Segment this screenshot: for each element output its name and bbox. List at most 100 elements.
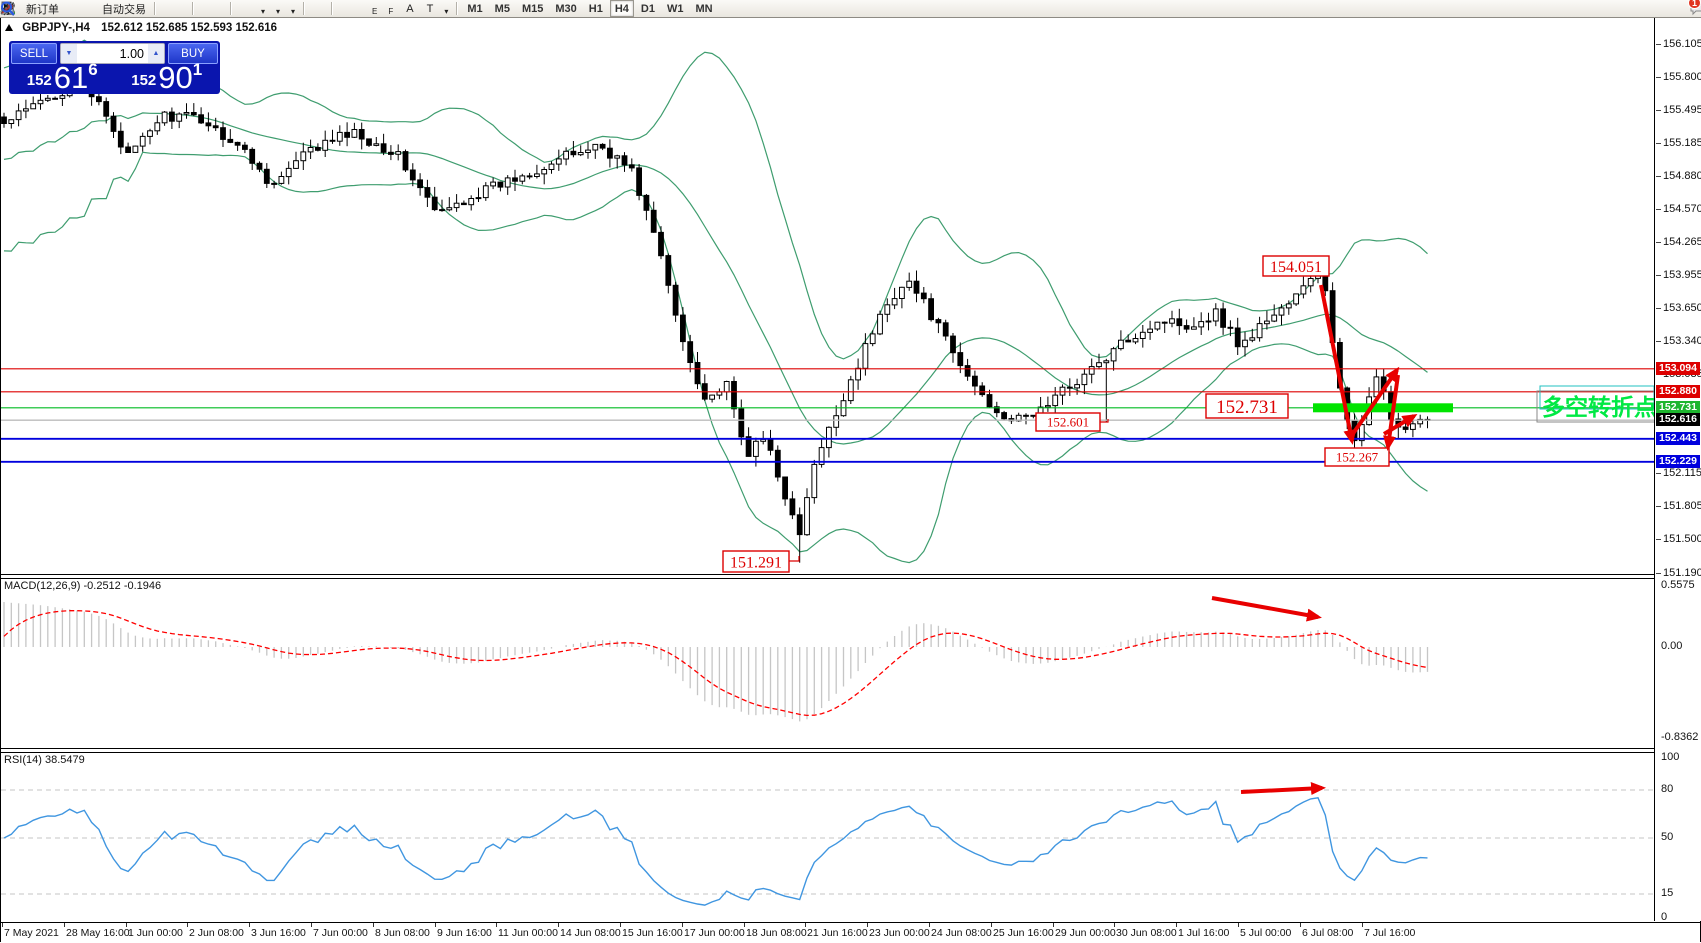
buy-button[interactable]: BUY — [168, 43, 218, 64]
bar-chart-button[interactable] — [1, 0, 168, 17]
date-label: 7 May 2021 — [4, 927, 59, 939]
trendline-button[interactable] — [0, 0, 365, 17]
channel-button[interactable]: E — [0, 0, 381, 17]
time-tick — [805, 923, 806, 927]
community-button[interactable] — [1, 0, 83, 17]
price-axis[interactable]: 156.105 155.800 155.495 155.185 154.880 154.5… — [1654, 18, 1701, 923]
autotrade-button[interactable]: 自动交易 — [1, 0, 150, 17]
price-callout[interactable]: 154.051 — [1262, 255, 1330, 277]
candle-chart-button[interactable] — [2, 0, 178, 17]
buy-price[interactable]: 152 90 1 — [116, 60, 219, 93]
date-label: 21 Jun 16:00 — [807, 927, 868, 939]
period-button[interactable]: ▾ — [1, 0, 284, 17]
macd-arrow[interactable] — [1211, 596, 1322, 622]
date-label: 24 Jun 08:00 — [931, 927, 992, 939]
date-label: 3 Jun 16:00 — [251, 927, 306, 939]
price-callout[interactable]: 152.601 — [1035, 412, 1109, 432]
volume-down-icon[interactable]: ▼ — [61, 44, 77, 63]
date-label: 18 Jun 08:00 — [746, 927, 807, 939]
volume-stepper[interactable]: ▼ 1.00 ▲ — [60, 43, 165, 64]
price-callout[interactable]: 151.291 — [722, 550, 800, 573]
template-button[interactable]: ▾ — [1, 0, 299, 17]
line-chart-button[interactable] — [0, 0, 188, 17]
sell-price[interactable]: 152 61 6 — [11, 60, 114, 93]
timeframe-m30-button[interactable]: M30 — [555, 2, 577, 15]
timeframe-m1-button[interactable]: M1 — [467, 2, 483, 15]
rsi-arrow[interactable] — [1240, 782, 1326, 796]
toolbar-separator — [303, 2, 306, 15]
arrows-button[interactable]: ▾ — [1, 0, 452, 17]
timeframe-h1-button[interactable]: H1 — [588, 2, 603, 15]
time-tick — [64, 923, 65, 927]
pane-separator[interactable] — [1, 574, 1654, 579]
price-tick-label: 154.880 — [1656, 170, 1701, 182]
date-label: 28 May 16:00 — [66, 927, 130, 939]
volume-up-icon[interactable]: ▲ — [148, 44, 164, 63]
ohlc-quote-label: 152.612 152.685 152.593 152.616 — [101, 22, 278, 34]
zoom-in-button[interactable] — [1, 0, 206, 17]
autotrade-button-label: 自动交易 — [102, 3, 146, 16]
fibo-button[interactable]: F — [1, 0, 397, 17]
timeframe-mn-button[interactable]: MN — [695, 2, 713, 15]
svg-text:多空转折点: 多空转折点 — [1542, 394, 1654, 420]
timeframe-m5-button[interactable]: M5 — [494, 2, 510, 15]
date-label: 25 Jun 16:00 — [993, 927, 1054, 939]
macd-pane[interactable] — [1, 577, 1654, 748]
time-tick — [991, 923, 992, 927]
turning-point-note[interactable]: 多空转折点 — [1536, 385, 1654, 423]
sell-button[interactable]: SELL — [11, 43, 57, 64]
template-button-caret-icon: ▾ — [291, 6, 296, 16]
label-button[interactable]: T — [1, 0, 438, 17]
main-chart[interactable]: 154.051 152.731 152.601 152.267 151.291 多空转折点 — [1, 18, 1654, 574]
volume-input[interactable]: 1.00 — [119, 46, 144, 61]
time-axis[interactable]: 7 May 2021 28 May 16:00 1 Jun 00:00 2 Jun 0… — [1, 922, 1700, 943]
toolbar-separator — [192, 2, 194, 15]
track-chart-button[interactable] — [1, 0, 254, 17]
price-tick-label: 151.190 — [1656, 567, 1701, 579]
price-callout[interactable]: 152.731 — [1205, 393, 1289, 419]
time-tick — [311, 923, 312, 927]
community-chat-button[interactable]: 1 — [1687, 0, 1701, 17]
time-tick — [929, 923, 930, 927]
hline-button[interactable] — [1, 0, 355, 17]
price-level-tag: 153.094 — [1656, 362, 1700, 375]
text-button-label: A — [406, 2, 414, 15]
vline-button[interactable] — [6, 0, 345, 17]
tile-windows-button[interactable] — [2, 0, 226, 17]
search-button[interactable] — [1, 0, 1686, 17]
cursor-button[interactable] — [4, 0, 317, 17]
time-tick — [558, 923, 559, 927]
new-order-button[interactable]: 新订单 — [1, 0, 63, 17]
price-tick-label: 153.340 — [1656, 335, 1701, 347]
auto-arrange-button[interactable] — [1, 0, 244, 17]
timeframe-w1-button[interactable]: W1 — [666, 2, 684, 15]
support-zone-bar[interactable] — [1313, 403, 1453, 413]
label-button-label: T — [426, 2, 434, 15]
pane-separator[interactable] — [1, 748, 1654, 753]
date-label: 17 Jun 00:00 — [684, 927, 745, 939]
trend-arrows[interactable] — [1319, 284, 1418, 451]
styler-button[interactable] — [2, 0, 73, 17]
signals-button[interactable] — [2, 0, 93, 17]
time-tick — [682, 923, 683, 927]
rsi-axis-label: 80 — [1661, 783, 1674, 795]
price-callout[interactable]: 152.267 — [1324, 447, 1390, 467]
period-button-caret-icon: ▾ — [276, 6, 281, 16]
crosshair-button[interactable] — [1, 0, 327, 17]
price-level-tag: 152.731 — [1656, 401, 1700, 414]
date-label: 15 Jun 16:00 — [622, 927, 683, 939]
timeframe-d1-button[interactable]: D1 — [640, 2, 655, 15]
rsi-pane[interactable] — [1, 751, 1654, 922]
price-tick-label: 156.105 — [1656, 38, 1701, 50]
price-tick-label: 154.265 — [1656, 236, 1701, 248]
add-indicator-button[interactable]: ▾ — [3, 0, 269, 17]
toolbar-separator — [456, 2, 459, 15]
chart-collapse-icon[interactable] — [5, 24, 13, 31]
text-button[interactable]: A — [399, 0, 417, 17]
zoom-out-button[interactable] — [1, 0, 216, 17]
timeframe-h4-button[interactable]: H4 — [609, 0, 634, 17]
timeframe-m15-button[interactable]: M15 — [521, 2, 544, 15]
time-tick — [1053, 923, 1054, 927]
current-price-tag: 152.616 — [1656, 413, 1700, 426]
date-label: 5 Jul 00:00 — [1240, 927, 1292, 939]
